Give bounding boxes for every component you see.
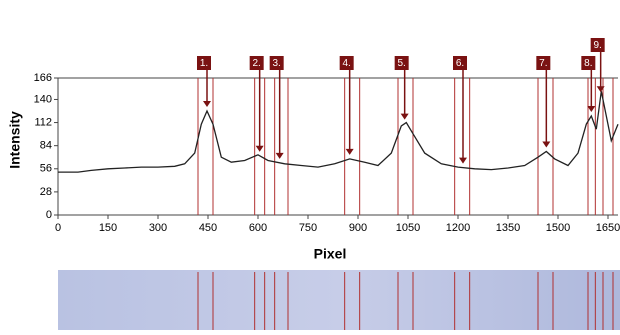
intensity-line	[58, 91, 618, 172]
y-tick-label: 0	[46, 209, 52, 221]
x-tick-label: 1050	[396, 222, 420, 234]
x-tick-label: 1500	[546, 222, 570, 234]
peak-arrowhead	[587, 106, 595, 112]
peak-arrowhead	[256, 146, 264, 152]
peak-arrowhead	[346, 149, 354, 155]
peak-arrowhead	[459, 158, 467, 164]
peak-label: 7.	[539, 58, 547, 69]
y-tick-label: 84	[40, 140, 52, 152]
x-tick-label: 600	[249, 222, 267, 234]
peak-label: 2.	[252, 58, 260, 69]
y-tick-label: 56	[40, 163, 52, 175]
x-tick-label: 300	[149, 222, 167, 234]
chart: Intensity Pixel 0 28 56 84 112 140 166 0 150 300 4…	[0, 0, 620, 330]
y-tick-label: 140	[34, 93, 52, 105]
x-tick-label: 1200	[446, 222, 470, 234]
x-tick-label: 450	[199, 222, 217, 234]
x-tick-label: 0	[55, 222, 61, 234]
y-axis-title: Intensity	[7, 111, 23, 169]
x-tick-label: 1350	[496, 222, 520, 234]
x-tick-label: 750	[299, 222, 317, 234]
peak-label: 5.	[397, 58, 405, 69]
peak-arrowhead	[276, 153, 284, 159]
x-tick-label: 1650	[596, 222, 620, 234]
x-tick-label: 900	[349, 222, 367, 234]
x-tick-label: 150	[99, 222, 117, 234]
y-tick-label: 28	[40, 186, 52, 198]
peak-label: 4.	[342, 58, 350, 69]
peak-label: 6.	[456, 58, 464, 69]
peak-label: 3.	[272, 58, 280, 69]
peak-label: 8.	[584, 58, 592, 69]
peak-arrowhead	[401, 114, 409, 120]
y-tick-label: 166	[34, 72, 52, 84]
y-tick-label: 112	[34, 116, 52, 128]
peak-arrowhead	[203, 101, 211, 107]
gel-image	[58, 270, 620, 330]
x-axis-title: Pixel	[314, 246, 347, 262]
peak-arrowhead	[542, 141, 550, 147]
peak-label: 1.	[200, 58, 208, 69]
peak-label: 9.	[593, 40, 601, 51]
